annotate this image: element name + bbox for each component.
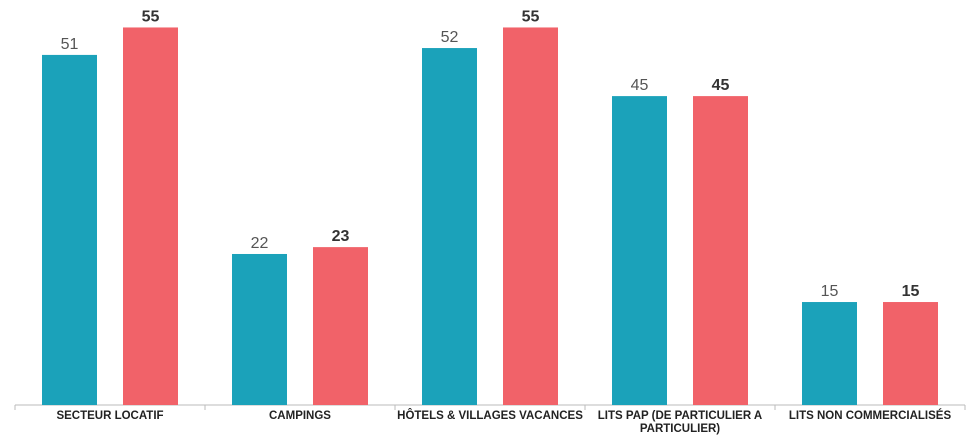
x-tick-label: HÔTELS & VILLAGES VACANCES [397,410,583,422]
x-tick-label: LITS PAP (DE PARTICULIER A PARTICULIER) [597,410,763,435]
value-label: 15 [821,283,839,300]
value-label: 23 [332,228,350,245]
value-label: 55 [522,8,540,25]
value-label: 51 [61,36,79,53]
x-tick-label: LITS NON COMMERCIALISÉS [788,410,952,422]
bar [422,48,477,406]
bar [883,302,938,405]
bar [42,54,97,405]
bar [612,96,667,406]
value-label: 45 [631,77,649,94]
value-label: 22 [251,235,269,252]
x-tick-label: CAMPINGS [269,410,331,422]
bar [232,253,287,405]
bar [123,27,178,405]
bar [503,27,558,405]
value-label: 15 [902,283,920,300]
bar [313,247,368,405]
value-label: 55 [142,8,160,25]
value-label: 52 [441,29,459,46]
x-tick-label: SECTEUR LOCATIF [56,410,164,422]
bar [693,96,748,406]
value-label: 45 [712,77,730,94]
bar [802,302,857,405]
